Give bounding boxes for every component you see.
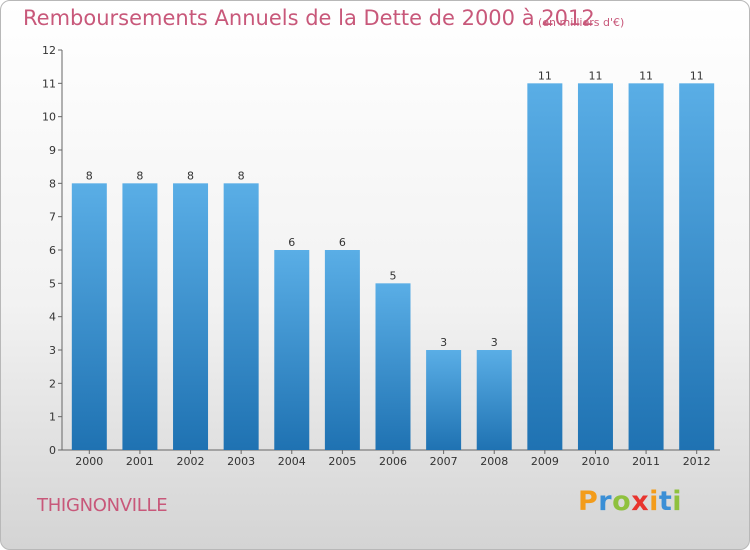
logo-letter: P (578, 486, 599, 517)
logo-letter: i (672, 486, 683, 517)
y-tick-label: 12 (42, 44, 56, 57)
x-tick-label: 2001 (126, 455, 154, 468)
chart-title: Remboursements Annuels de la Dette de 20… (23, 6, 595, 30)
x-tick-label: 2000 (75, 455, 103, 468)
data-label: 6 (339, 236, 346, 249)
data-label: 6 (288, 236, 295, 249)
logo-letter: i (649, 486, 659, 517)
bar-2006 (375, 283, 411, 450)
y-tick-label: 0 (49, 444, 56, 457)
data-label: 8 (86, 169, 93, 182)
x-tick-label: 2011 (632, 455, 660, 468)
data-label: 8 (238, 169, 245, 182)
y-tick-label: 1 (49, 411, 56, 424)
y-tick-label: 10 (42, 111, 56, 124)
bar-2002 (173, 183, 209, 451)
y-tick-label: 3 (49, 344, 56, 357)
x-tick-label: 2007 (430, 455, 458, 468)
data-label: 11 (639, 69, 653, 82)
data-label: 8 (187, 169, 194, 182)
bar-2000 (71, 183, 107, 451)
y-tick-label: 7 (49, 211, 56, 224)
chart-subtitle: (en milliers d'€) (538, 16, 625, 29)
bar-2011 (628, 83, 664, 450)
x-tick-label: 2009 (531, 455, 559, 468)
bar-2010 (577, 83, 613, 450)
logo-letter: r (598, 486, 613, 517)
x-tick-label: 2002 (177, 455, 205, 468)
x-tick-label: 2012 (683, 455, 711, 468)
y-tick-label: 2 (49, 377, 56, 390)
x-tick-label: 2010 (581, 455, 609, 468)
x-tick-label: 2005 (328, 455, 356, 468)
data-label: 11 (690, 69, 704, 82)
data-label: 11 (538, 69, 552, 82)
data-label: 3 (491, 336, 498, 349)
bar-2005 (324, 250, 360, 450)
y-tick-label: 11 (42, 77, 56, 90)
x-tick-label: 2003 (227, 455, 255, 468)
x-tick-label: 2008 (480, 455, 508, 468)
logo-letter: x (631, 486, 650, 517)
bar-2004 (274, 250, 310, 450)
logo-letter: o (612, 486, 632, 517)
commune-name: THIGNONVILLE (37, 495, 168, 516)
x-tick-label: 2006 (379, 455, 407, 468)
bar-2012 (679, 83, 715, 450)
data-label: 5 (390, 269, 397, 282)
y-tick-label: 5 (49, 277, 56, 290)
y-tick-label: 8 (49, 177, 56, 190)
logo-letter: t (658, 486, 673, 517)
y-tick-label: 4 (49, 311, 56, 324)
x-tick-label: 2004 (278, 455, 306, 468)
y-tick-label: 9 (49, 144, 56, 157)
bar-2008 (476, 350, 512, 450)
data-label: 3 (440, 336, 447, 349)
bar-2009 (527, 83, 563, 450)
bar-2003 (223, 183, 259, 451)
bar-2007 (426, 350, 462, 450)
data-label: 11 (588, 69, 602, 82)
proxiti-logo: Proxiti (578, 486, 682, 517)
y-tick-label: 6 (49, 244, 56, 257)
bar-2001 (122, 183, 158, 451)
data-label: 8 (136, 169, 143, 182)
